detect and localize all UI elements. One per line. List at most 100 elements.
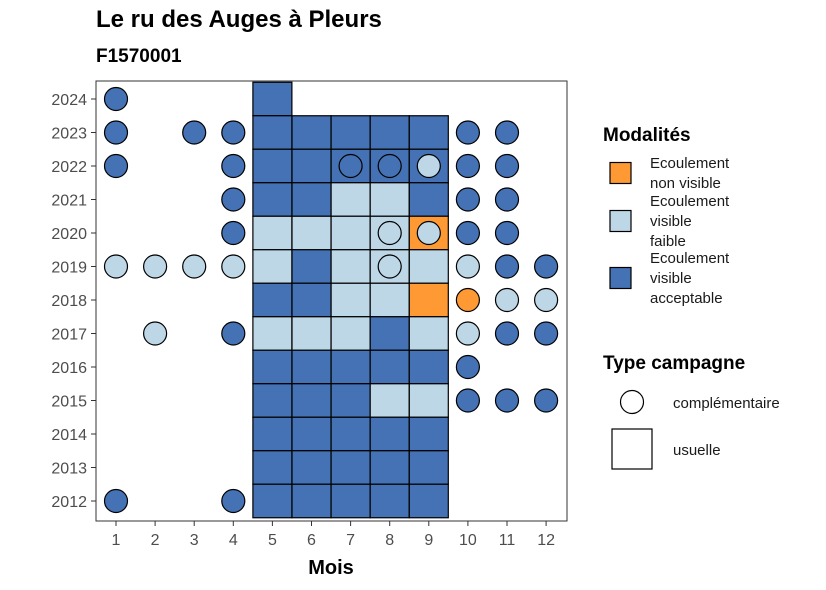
complementaire-point-2017-4 xyxy=(221,321,246,346)
usuelle-tile-2021-8 xyxy=(369,182,410,217)
usuelle-layer xyxy=(252,81,449,519)
usuelle-tile-2023-6 xyxy=(291,115,332,150)
y-tick-label: 2020 xyxy=(51,226,87,243)
usuelle-tile-2013-7 xyxy=(330,450,371,485)
usuelle-tile-2018-9 xyxy=(408,282,449,318)
legend-label-acceptable: acceptable xyxy=(650,290,723,307)
complementaire-point-2019-1 xyxy=(103,254,129,279)
y-tick-label: 2022 xyxy=(51,159,87,176)
complementaire-point-2022-11 xyxy=(494,153,520,179)
usuelle-tile-2012-6 xyxy=(291,483,332,519)
legend-label-non_visible: non visible xyxy=(650,175,721,192)
x-axis-title: Mois xyxy=(308,557,354,579)
usuelle-tile-2021-6 xyxy=(291,182,332,217)
usuelle-tile-2013-9 xyxy=(408,450,449,485)
usuelle-tile-2020-5 xyxy=(252,215,293,251)
complementaire-point-2022-8 xyxy=(377,153,402,179)
y-axis: 2012 2013 2014 2015 2016 2017 2018 2019 2020 2021… xyxy=(51,92,96,511)
x-tick-label: 2 xyxy=(151,532,160,549)
complementaire-point-2012-1 xyxy=(103,488,129,514)
complementaire-point-2023-4 xyxy=(221,120,246,145)
usuelle-tile-2012-7 xyxy=(330,483,371,519)
usuelle-tile-2019-5 xyxy=(252,249,293,284)
complementaire-point-2021-4 xyxy=(221,187,246,212)
usuelle-tile-2023-9 xyxy=(408,115,449,150)
complementaire-point-2023-3 xyxy=(182,120,207,145)
usuelle-tile-2019-9 xyxy=(408,249,449,284)
y-tick-label: 2023 xyxy=(51,126,87,143)
complementaire-point-2018-12 xyxy=(533,287,559,313)
usuelle-tile-2018-8 xyxy=(369,282,410,318)
usuelle-tile-2012-9 xyxy=(408,483,449,519)
complementaire-point-2019-3 xyxy=(182,254,207,279)
y-tick-label: 2012 xyxy=(51,494,87,511)
chart-title: Le ru des Auges à Pleurs xyxy=(96,6,382,33)
complementaire-point-2021-11 xyxy=(494,187,520,212)
usuelle-tile-2012-5 xyxy=(252,483,293,519)
complementaire-point-2022-7 xyxy=(338,153,363,179)
legend-label-faible: faible xyxy=(650,233,686,250)
complementaire-point-2015-11 xyxy=(494,388,520,413)
usuelle-tile-2014-6 xyxy=(291,416,332,452)
usuelle-tile-2016-7 xyxy=(330,349,371,385)
usuelle-tile-2013-8 xyxy=(369,450,410,485)
complementaire-point-2020-11 xyxy=(494,220,520,246)
usuelle-tile-2014-7 xyxy=(330,416,371,452)
complementaire-point-2019-12 xyxy=(533,254,559,279)
x-tick-label: 9 xyxy=(424,532,433,549)
x-tick-label: 3 xyxy=(190,532,199,549)
complementaire-point-2022-1 xyxy=(103,153,129,179)
y-tick-label: 2013 xyxy=(51,461,87,478)
y-tick-label: 2016 xyxy=(51,360,87,377)
usuelle-tile-2013-5 xyxy=(252,450,293,485)
x-tick-label: 7 xyxy=(346,532,355,549)
complementaire-point-2019-8 xyxy=(377,254,402,279)
legend-label-faible: Ecoulement xyxy=(650,193,730,210)
usuelle-tile-2017-8 xyxy=(369,316,410,351)
usuelle-tile-2014-8 xyxy=(369,416,410,452)
usuelle-tile-2021-9 xyxy=(408,182,449,217)
x-tick-label: 12 xyxy=(537,532,555,549)
complementaire-point-2015-12 xyxy=(533,388,559,413)
x-tick-label: 1 xyxy=(112,532,121,549)
y-tick-label: 2018 xyxy=(51,293,87,310)
usuelle-tile-2013-6 xyxy=(291,450,332,485)
x-tick-label: 5 xyxy=(268,532,277,549)
x-tick-label: 6 xyxy=(307,532,316,549)
complementaire-point-2017-2 xyxy=(143,321,168,346)
usuelle-tile-2022-6 xyxy=(291,148,332,184)
y-tick-label: 2019 xyxy=(51,260,87,277)
complementaire-point-2020-8 xyxy=(377,220,402,246)
complementaire-point-2022-10 xyxy=(455,153,480,179)
usuelle-tile-2023-5 xyxy=(252,115,293,150)
legend-key-non_visible xyxy=(609,161,632,185)
usuelle-tile-2021-5 xyxy=(252,182,293,217)
y-tick-label: 2015 xyxy=(51,394,87,411)
complementaire-point-2020-10 xyxy=(455,220,480,246)
chart-subtitle: F1570001 xyxy=(96,46,182,67)
complementaire-point-2024-1 xyxy=(103,86,129,112)
complementaire-point-2020-9 xyxy=(416,220,441,246)
legend-title-modalites: Modalités xyxy=(603,125,691,146)
y-tick-label: 2024 xyxy=(51,92,87,109)
legend-label-faible: visible xyxy=(650,213,692,230)
complementaire-point-2019-11 xyxy=(494,254,520,279)
legend-key-acceptable xyxy=(609,266,632,290)
complementaire-point-2023-10 xyxy=(455,120,480,145)
usuelle-tile-2019-7 xyxy=(330,249,371,284)
y-tick-label: 2014 xyxy=(51,427,87,444)
legend-label-acceptable: visible xyxy=(650,270,692,287)
x-axis: 1 2 3 4 5 6 7 8 9 10 11 12 xyxy=(112,521,555,549)
x-tick-label: 10 xyxy=(459,532,477,549)
usuelle-tile-2016-5 xyxy=(252,349,293,385)
usuelle-tile-2018-6 xyxy=(291,282,332,318)
legend-label-usuelle: usuelle xyxy=(673,442,721,459)
usuelle-tile-2017-7 xyxy=(330,316,371,351)
x-tick-label: 4 xyxy=(229,532,238,549)
complementaire-point-2018-11 xyxy=(494,287,520,313)
complementaire-point-2019-2 xyxy=(143,254,168,279)
complementaire-point-2017-11 xyxy=(494,321,520,346)
legend-key-usuelle xyxy=(611,428,653,470)
complementaire-point-2017-12 xyxy=(533,321,559,346)
